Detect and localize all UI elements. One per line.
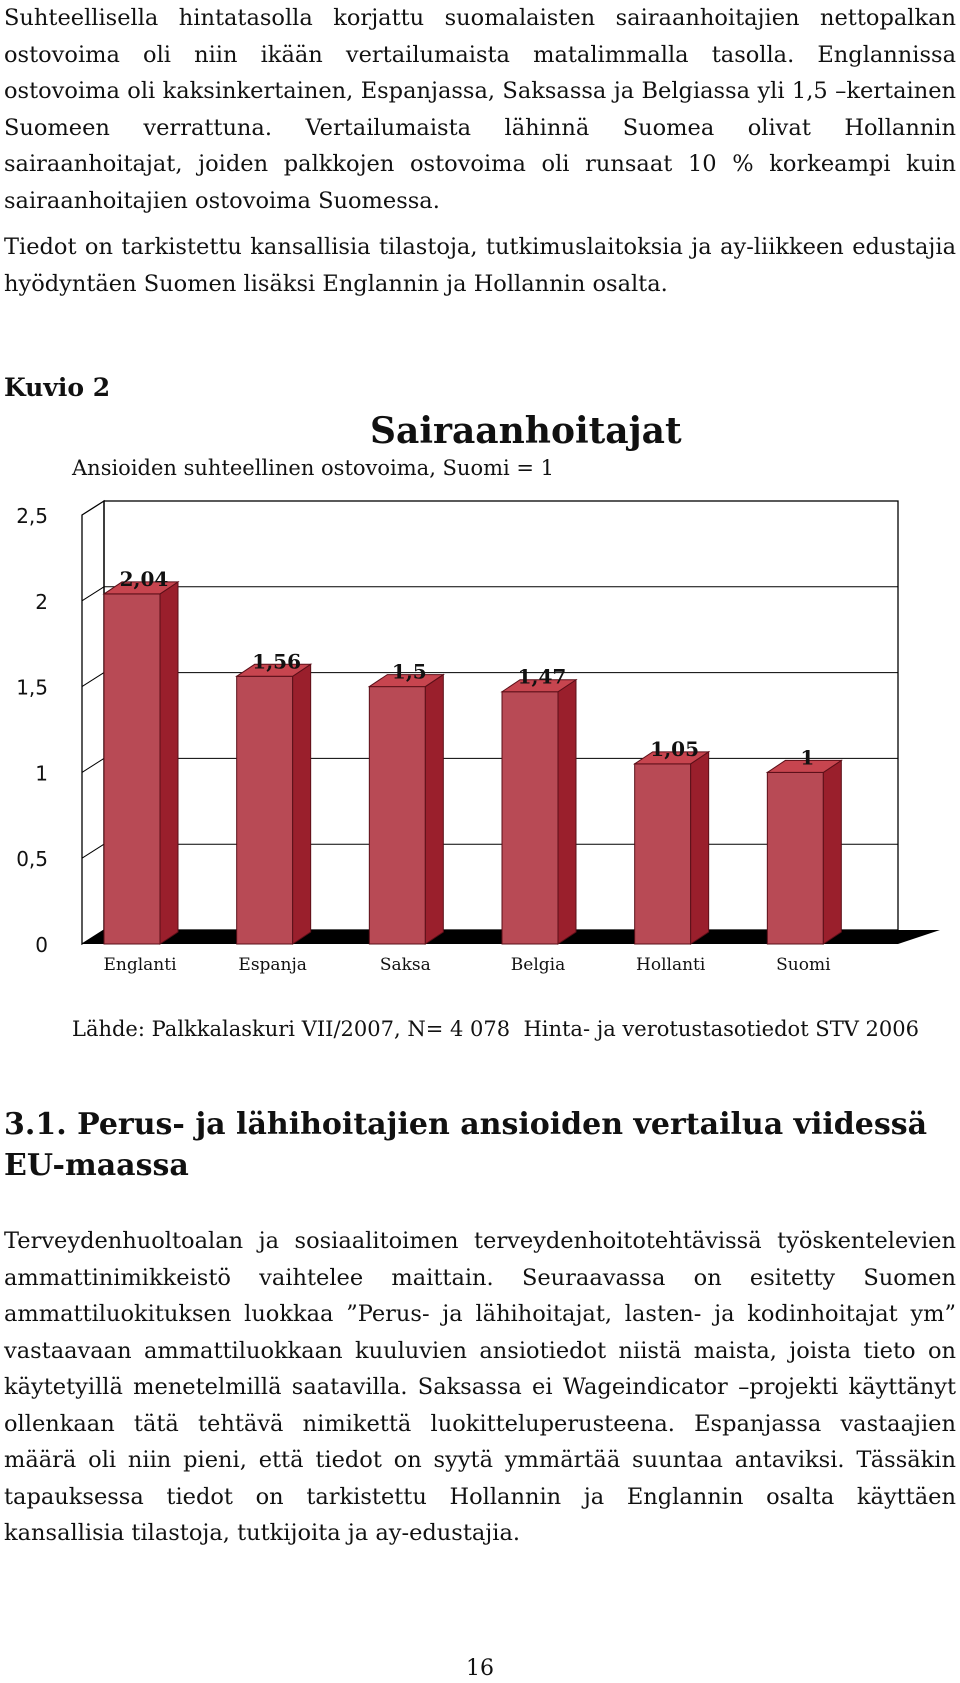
- bar: [103, 593, 161, 945]
- figure-source: Lähde: Palkkalaskuri VII/2007, N= 4 078 …: [72, 1017, 919, 1041]
- bar-value-label: 1,5: [392, 660, 427, 684]
- bar-value-label: 1,05: [650, 737, 699, 761]
- bar: [634, 763, 692, 945]
- bar-value-label: 1,56: [252, 649, 301, 673]
- y-tick-label: 0: [35, 933, 48, 957]
- y-tick-label: 2: [35, 590, 48, 614]
- bar-top: [765, 759, 843, 773]
- x-tick-label: Espanja: [238, 955, 307, 975]
- gridline-side: [81, 843, 105, 859]
- bar-side: [690, 750, 710, 945]
- bar: [766, 771, 824, 945]
- x-tick-label: Belgia: [511, 955, 565, 975]
- y-tick-label: 1: [35, 761, 48, 785]
- y-tick-label: 1,5: [16, 676, 48, 700]
- bar-value-label: 1,47: [518, 665, 567, 689]
- bar-side: [822, 759, 842, 945]
- bar-side: [292, 663, 312, 945]
- chart-subtitle: Ansioiden suhteellinen ostovoima, Suomi …: [72, 456, 555, 480]
- plot-side-wall: [81, 499, 105, 946]
- bar-value-label: 2,04: [120, 567, 169, 591]
- figure-label: Kuvio 2: [4, 373, 111, 402]
- bar-top: [235, 663, 313, 677]
- chart-title: Sairaanhoitajat: [370, 410, 682, 452]
- section-heading: 3.1. Perus- ja lähihoitajien ansioiden v…: [4, 1107, 928, 1183]
- bar: [368, 686, 426, 945]
- bar: [236, 675, 294, 945]
- bar-top: [500, 679, 578, 693]
- x-tick-label: Hollanti: [636, 955, 706, 975]
- bar-side: [159, 581, 179, 945]
- gridline-side: [81, 672, 105, 688]
- y-tick-label: 0,5: [16, 847, 48, 871]
- bar: [501, 691, 559, 945]
- bar-side: [424, 673, 444, 945]
- bar-top: [633, 751, 711, 765]
- page-number: 16: [466, 1656, 494, 1681]
- gridline-side: [81, 757, 105, 773]
- x-tick-label: Englanti: [103, 955, 177, 975]
- bar-top: [102, 581, 180, 595]
- bar-top: [367, 674, 445, 688]
- bar-value-label: 1: [800, 745, 814, 769]
- bar-chart: 0 0,5 1 1,5 2 2,5 2,04 Englanti 1,56 Espanja 1,5 Sa…: [16, 499, 940, 975]
- section-paragraph: Terveydenhuoltoalan ja sosiaalitoimen te…: [4, 1228, 956, 1546]
- intro-paragraph-1: Suhteellisella hintatasolla korjattu suo…: [4, 5, 956, 214]
- x-tick-label: Suomi: [776, 955, 831, 975]
- bar-side: [557, 678, 577, 945]
- x-tick-label: Saksa: [380, 955, 431, 975]
- y-tick-label: 2,5: [16, 504, 48, 528]
- intro-paragraph-2: Tiedot on tarkistettu kansallisia tilast…: [4, 234, 956, 297]
- gridline-side: [81, 586, 105, 602]
